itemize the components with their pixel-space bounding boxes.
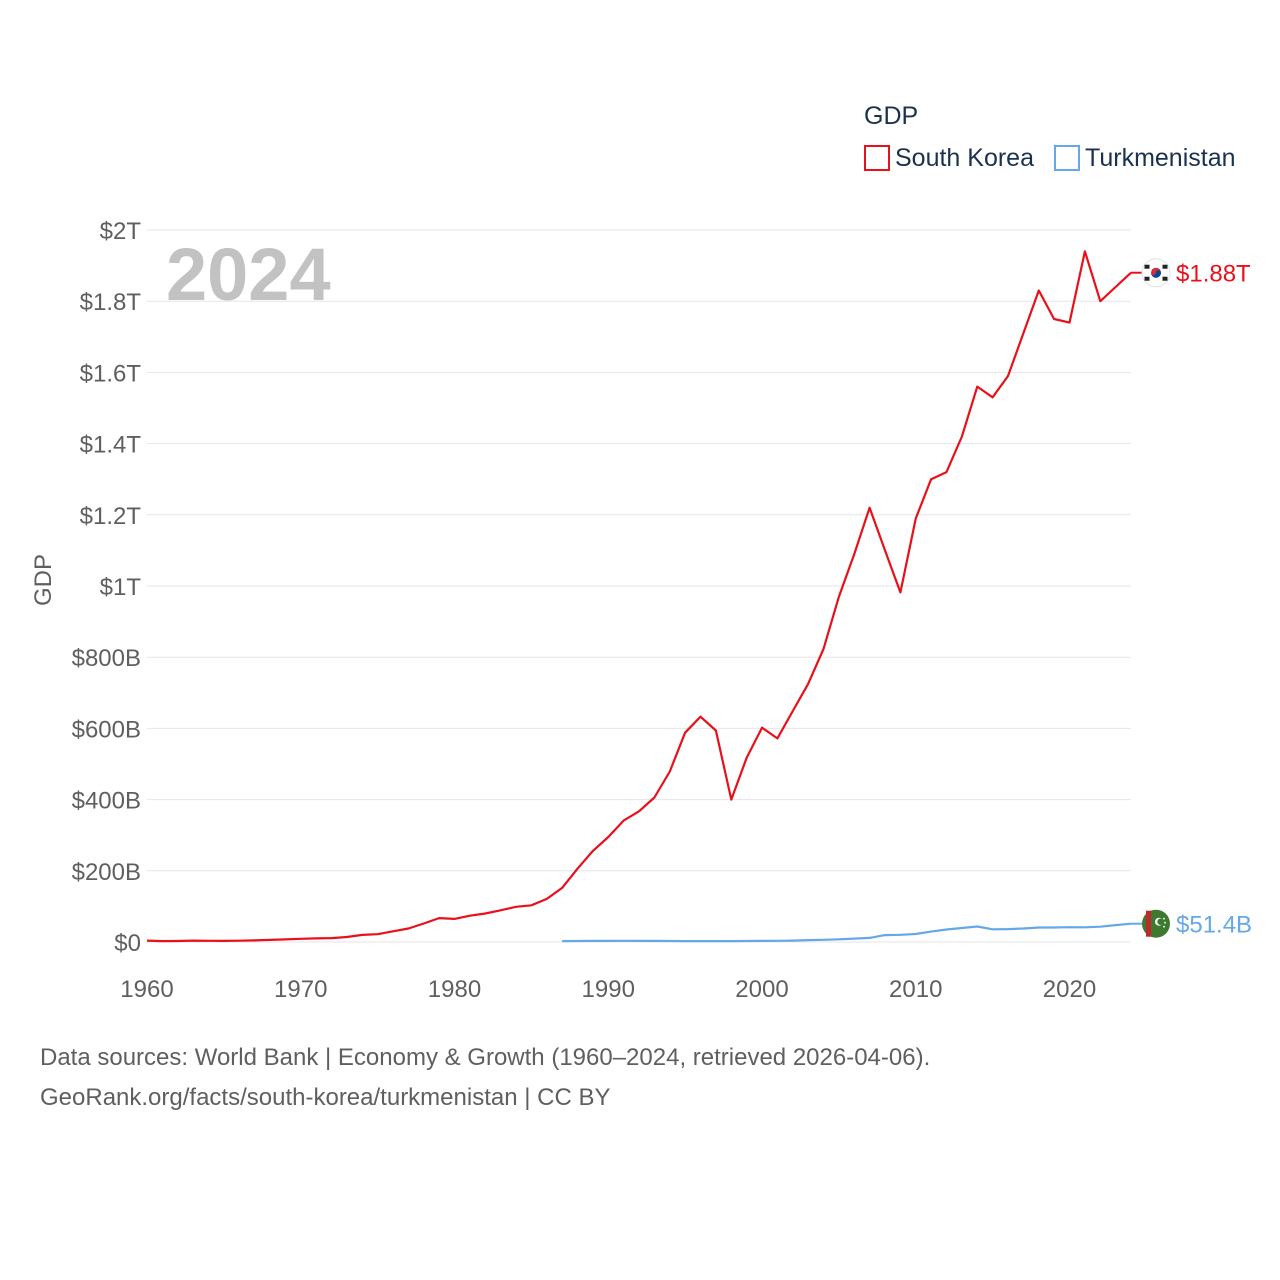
x-tick-label: 1970: [274, 976, 327, 1003]
legend: GDP South Korea Turkmenistan: [864, 102, 1236, 172]
end-value-label-south-korea: $1.88T: [1176, 261, 1251, 288]
footer-attribution[interactable]: GeoRank.org/facts/south-korea/turkmenist…: [40, 1084, 611, 1111]
series-end-labels: $1.88T $51.4B: [1131, 258, 1252, 939]
legend-swatch-turkmenistan: [1054, 145, 1080, 171]
y-tick-label: $1T: [100, 574, 142, 601]
y-tick-label: $1.4T: [80, 432, 142, 459]
x-tick-label: 1990: [582, 976, 635, 1003]
year-watermark: 2024: [166, 233, 331, 316]
south-korea-flag-icon: [1141, 258, 1171, 288]
gdp-line-chart: $0 $200B $400B $600B $800B $1T $1.2T $1.4T $1.6T…: [30, 102, 1252, 1003]
y-tick-label: $1.6T: [80, 360, 142, 387]
turkmenistan-flag-icon: [1142, 909, 1170, 938]
y-tick-label: $0: [114, 930, 141, 957]
y-tick-label: $400B: [72, 788, 141, 815]
y-tick-label: $1.2T: [80, 503, 142, 530]
x-tick-label: 2010: [889, 976, 942, 1003]
y-axis-ticks: $0 $200B $400B $600B $800B $1T $1.2T $1.4T $1.6T…: [72, 218, 142, 957]
footer-sources: Data sources: World Bank | Economy & Gro…: [40, 1044, 931, 1071]
x-tick-label: 1980: [428, 976, 481, 1003]
legend-item-south-korea[interactable]: South Korea: [864, 144, 1034, 172]
y-tick-label: $800B: [72, 645, 141, 672]
series-line-turkmenistan[interactable]: [562, 922, 1132, 943]
legend-label-turkmenistan: Turkmenistan: [1085, 144, 1236, 172]
end-value-label-turkmenistan: $51.4B: [1176, 912, 1252, 939]
y-tick-label: $2T: [100, 218, 142, 245]
y-tick-label: $1.8T: [80, 289, 142, 316]
x-tick-label: 2020: [1043, 976, 1096, 1003]
y-tick-label: $600B: [72, 716, 141, 743]
grid-lines: [147, 229, 1131, 943]
y-tick-label: $200B: [72, 859, 141, 886]
x-axis-ticks: 1960 1970 1980 1990 2000 2010 2020: [120, 976, 1096, 1003]
y-axis-label: GDP: [30, 554, 57, 606]
legend-label-south-korea: South Korea: [895, 144, 1034, 172]
x-tick-label: 2000: [735, 976, 788, 1003]
legend-swatch-south-korea: [864, 145, 890, 171]
series-line-south-korea[interactable]: [146, 250, 1132, 943]
x-tick-label: 1960: [120, 976, 173, 1003]
legend-item-turkmenistan[interactable]: Turkmenistan: [1054, 144, 1236, 172]
series-lines: [146, 250, 1132, 943]
legend-title: GDP: [864, 102, 918, 130]
